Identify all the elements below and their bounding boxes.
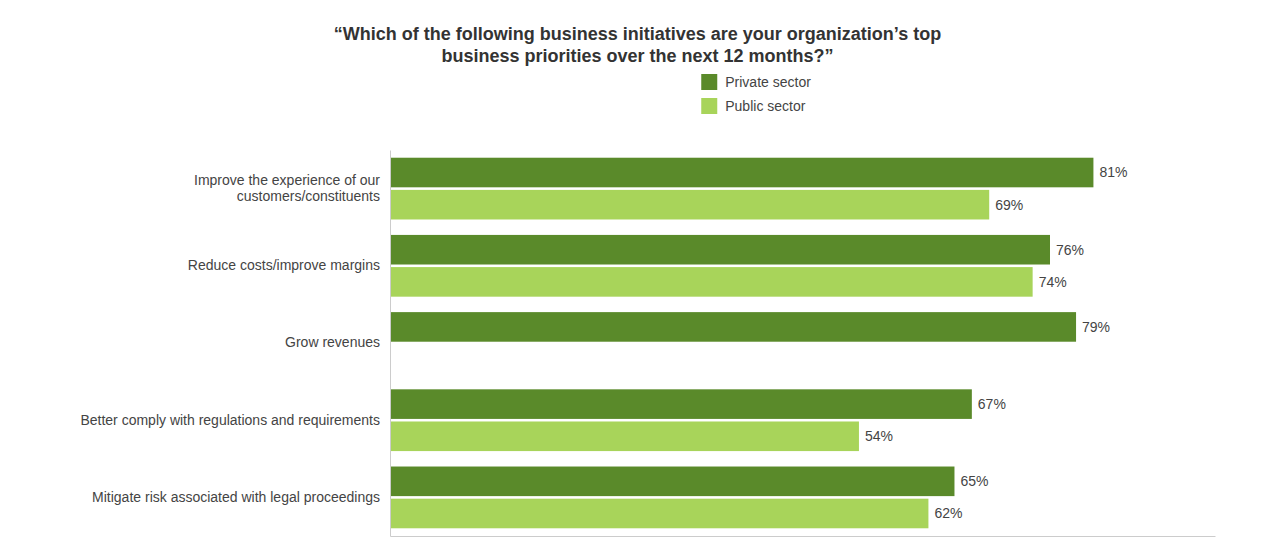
legend-item: Private sector bbox=[701, 74, 811, 90]
y-axis: Improve the experience of ourcustomers/c… bbox=[80, 151, 390, 537]
y-tick: Grow revenues bbox=[285, 334, 390, 350]
data-label: 65% bbox=[960, 473, 988, 489]
plot: 65% 67% 79% 76% 81% 62% 54% 74% 69% Improve the e… bbox=[80, 151, 1215, 537]
text-line: Better comply with regulations and requi… bbox=[80, 412, 380, 428]
chart: “Which of the following business initiat… bbox=[0, 0, 1275, 556]
legend-label: Public sector bbox=[725, 98, 805, 114]
y-tick: Reduce costs/improve margins bbox=[188, 257, 390, 273]
text-line: “Which of the following business initiat… bbox=[334, 24, 941, 44]
y-tick-label: Grow revenues bbox=[285, 334, 380, 350]
data-labels: 65% 67% 79% 76% 81% 62% 54% 74% 69% bbox=[865, 164, 1128, 521]
bar bbox=[390, 421, 859, 451]
data-label: 81% bbox=[1099, 164, 1127, 180]
text-line: Grow revenues bbox=[285, 334, 380, 350]
bar bbox=[390, 467, 954, 497]
data-label: 54% bbox=[865, 428, 893, 444]
y-tick: Improve the experience of ourcustomers/c… bbox=[194, 172, 390, 205]
text-line: Reduce costs/improve margins bbox=[188, 257, 380, 273]
bar bbox=[390, 190, 989, 220]
bar bbox=[390, 267, 1033, 297]
data-label: 79% bbox=[1082, 319, 1110, 335]
y-tick: Mitigate risk associated with legal proc… bbox=[92, 489, 390, 505]
data-label: 76% bbox=[1056, 242, 1084, 258]
bars bbox=[390, 158, 1093, 529]
legend-item: Public sector bbox=[701, 98, 805, 114]
legend-label: Private sector bbox=[725, 74, 811, 90]
y-axis-line bbox=[390, 151, 391, 537]
text-line: Mitigate risk associated with legal proc… bbox=[92, 489, 380, 505]
bar bbox=[390, 389, 972, 419]
data-label: 69% bbox=[995, 197, 1023, 213]
y-tick-label: Reduce costs/improve margins bbox=[188, 257, 380, 273]
title: “Which of the following business initiat… bbox=[334, 24, 941, 66]
bar bbox=[390, 235, 1050, 265]
text-line: Improve the experience of our bbox=[194, 172, 380, 188]
legend-swatch bbox=[701, 74, 717, 90]
x-axis bbox=[391, 536, 1216, 537]
legend: Private sector Public sector bbox=[701, 74, 811, 114]
y-tick-label: Improve the experience of ourcustomers/c… bbox=[194, 172, 380, 205]
bar bbox=[390, 499, 928, 529]
y-tick-label: Better comply with regulations and requi… bbox=[80, 412, 380, 428]
text-line: business priorities over the next 12 mon… bbox=[441, 46, 833, 66]
data-label: 62% bbox=[934, 505, 962, 521]
text-line: customers/constituents bbox=[237, 188, 380, 204]
bar bbox=[390, 158, 1093, 188]
bar bbox=[390, 312, 1076, 342]
data-label: 67% bbox=[978, 396, 1006, 412]
data-label: 74% bbox=[1039, 274, 1067, 290]
legend-swatch bbox=[701, 98, 717, 114]
y-tick: Better comply with regulations and requi… bbox=[80, 412, 390, 428]
y-tick-label: Mitigate risk associated with legal proc… bbox=[92, 489, 380, 505]
x-axis-line bbox=[391, 536, 1216, 537]
